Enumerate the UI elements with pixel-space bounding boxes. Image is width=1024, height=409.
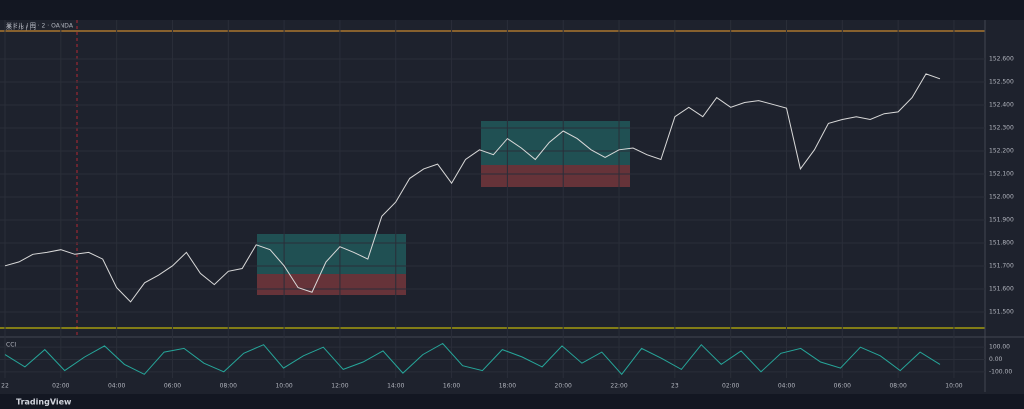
pane-title: CCI bbox=[6, 342, 16, 349]
loss-zone bbox=[481, 165, 630, 187]
x-tick-label: 10:00 bbox=[945, 383, 962, 390]
x-tick-label: 18:00 bbox=[499, 383, 516, 390]
y-tick-label: 152.600 bbox=[989, 56, 1014, 63]
x-tick-label: 08:00 bbox=[220, 383, 237, 390]
x-tick-label: 12:00 bbox=[331, 383, 348, 390]
y-tick-label: 0.00 bbox=[989, 356, 1003, 363]
y-tick-label: 152.000 bbox=[989, 194, 1014, 201]
bottom-bar bbox=[0, 394, 1024, 409]
y-tick-label: 100.00 bbox=[989, 344, 1010, 351]
y-tick-label: 151.500 bbox=[989, 309, 1014, 316]
y-tick-label: -100.00 bbox=[989, 368, 1012, 375]
y-tick-label: 151.600 bbox=[989, 286, 1014, 293]
x-tick-label: 06:00 bbox=[164, 383, 181, 390]
price-line bbox=[4, 342, 941, 376]
profit-zone bbox=[257, 234, 406, 274]
y-tick-label: 152.100 bbox=[989, 171, 1014, 178]
x-tick-label: 20:00 bbox=[555, 383, 572, 390]
y-tick-label: 152.400 bbox=[989, 102, 1014, 109]
x-tick-label: 06:00 bbox=[834, 383, 851, 390]
x-tick-label: 02:00 bbox=[52, 383, 69, 390]
y-tick-label: 151.800 bbox=[989, 240, 1014, 247]
pane-title: 米ドル / 円 bbox=[6, 24, 36, 32]
loss-zone bbox=[257, 274, 406, 295]
x-tick-label: 16:00 bbox=[443, 383, 460, 390]
x-tick-label: 22:00 bbox=[610, 383, 627, 390]
brand: TradingView bbox=[16, 398, 72, 407]
price-line bbox=[4, 73, 941, 303]
x-tick-label: 04:00 bbox=[778, 383, 795, 390]
symbol-title: 米ドル / 円 · 2 · OANDA bbox=[6, 22, 74, 30]
y-tick-label: 152.500 bbox=[989, 79, 1014, 86]
y-tick-label: 151.700 bbox=[989, 263, 1014, 270]
y-tick-label: 152.300 bbox=[989, 125, 1014, 132]
x-tick-label: 10:00 bbox=[275, 383, 292, 390]
y-tick-label: 151.900 bbox=[989, 217, 1014, 224]
x-tick-label: 23 bbox=[671, 383, 679, 390]
x-tick-label: 14:00 bbox=[387, 383, 404, 390]
x-tick-label: 22 bbox=[1, 383, 9, 390]
top-bar bbox=[0, 0, 1024, 20]
x-tick-label: 04:00 bbox=[108, 383, 125, 390]
x-tick-label: 08:00 bbox=[889, 383, 906, 390]
y-tick-label: 152.200 bbox=[989, 148, 1014, 155]
x-tick-label: 02:00 bbox=[722, 383, 739, 390]
